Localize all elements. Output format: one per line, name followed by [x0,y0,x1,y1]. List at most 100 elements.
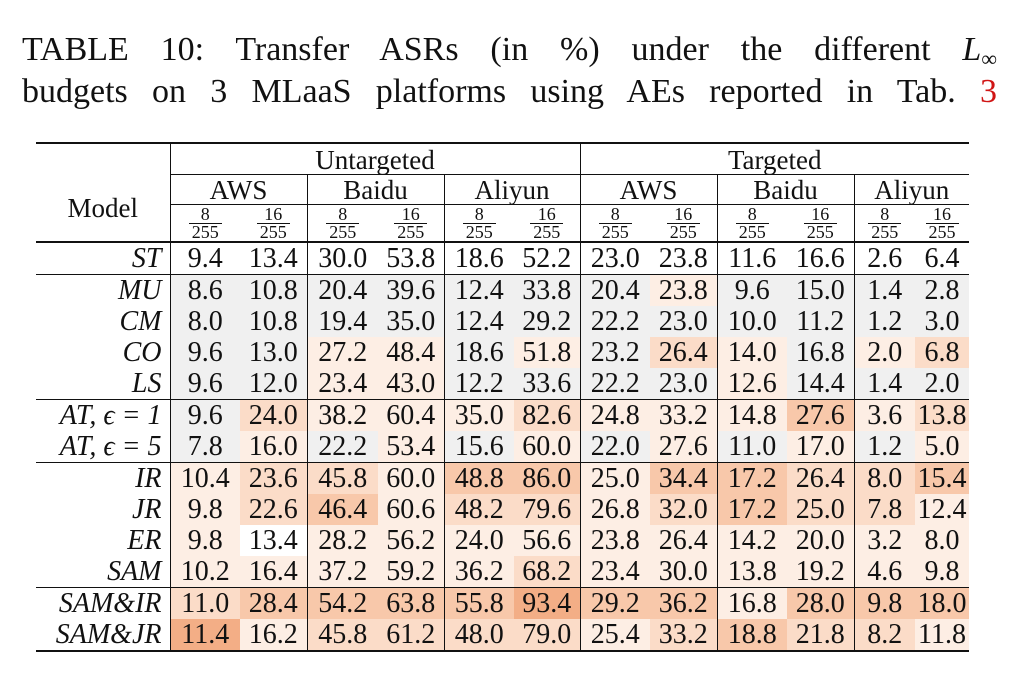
asr-cell: 6.4 [915,241,969,275]
budget-fraction: 16 255 [256,205,290,241]
table-row: AT, ϵ = 5 7.8 16.0 22.2 53.4 15.6 60.0 22.0 27.6… [36,431,969,463]
asr-cell: 16.4 [240,556,307,588]
budget-fraction: 8 255 [735,205,769,242]
asr-cell: 13.8 [915,399,969,431]
budget-numerator: 8 [868,205,902,224]
model-name: LS [131,367,162,399]
asr-cell: 22.2 [306,431,378,463]
asr-cell: 22.2 [579,306,650,337]
model-name: CM [119,305,162,337]
asr-cell: 11.4 [169,619,240,652]
table-row: ST 9.4 13.4 30.0 53.8 18.6 52.2 23.0 23.8 11.6 16.… [36,241,969,275]
asr-cell: 29.2 [579,587,650,619]
asr-cell: 60.0 [514,431,580,463]
asr-cell: 33.2 [650,619,717,652]
budget-16-255: 16 255 [650,205,717,243]
table-reference-link[interactable]: 3 [980,73,997,110]
asr-cell: 23.0 [650,368,717,400]
asr-cell: 11.0 [169,587,240,619]
budget-denominator: 255 [533,221,561,242]
budget-fraction: 8 255 [462,205,496,242]
budget-denominator: 255 [397,221,425,242]
asr-cell: 7.8 [853,494,915,525]
asr-cell: 9.6 [169,368,240,400]
asr-cell: 10.4 [169,462,240,494]
asr-cell: 68.2 [514,556,580,588]
asr-cell: 18.6 [443,337,514,368]
asr-cell: 11.6 [716,241,787,275]
budget-fraction: 16 255 [925,205,959,242]
asr-cell: 79.6 [514,494,580,525]
asr-cell: 15.6 [443,431,514,463]
budget-denominator: 255 [738,221,766,242]
asr-cell: 53.4 [378,431,444,463]
asr-cell: 12.6 [716,368,787,400]
asr-cell: 18.6 [443,241,514,275]
budget-numerator: 8 [598,205,632,224]
asr-cell: 9.8 [169,525,240,556]
model-name: IR [36,462,170,494]
budget-denominator: 255 [191,221,219,242]
asr-cell: 10.8 [240,274,307,306]
asr-cell: 61.2 [378,619,444,652]
table-row: IR 10.4 23.6 45.8 60.0 48.8 86.0 25.0 34.4 17.2 26… [36,462,969,494]
asr-cell: 18.8 [716,619,787,652]
budget-fraction: 8 255 [868,205,902,241]
asr-cell: 48.4 [378,337,444,368]
asr-cell: 45.8 [306,462,378,494]
asr-cell: 24.0 [240,399,307,431]
budget-denominator: 255 [928,221,956,242]
asr-cell: 28.4 [240,587,307,619]
budget-8-255: 8 255 [169,204,240,242]
asr-cell: 12.2 [443,368,514,400]
asr-cell: 28.0 [787,587,854,619]
budget-numerator: 8 [188,205,222,224]
budget-denominator: 255 [329,221,357,242]
asr-cell: 3.6 [853,399,915,431]
asr-cell: 39.6 [378,274,444,306]
asr-cell: 17.2 [716,462,787,494]
budget-8-255: 8 255 [579,204,650,242]
asr-cell: 48.8 [443,462,514,494]
asr-cell: 3.2 [853,525,915,556]
asr-cell: 9.4 [169,241,240,275]
asr-cell: 23.8 [650,274,717,306]
asr-cell: 1.2 [853,431,915,463]
budget-numerator: 8 [735,205,769,224]
header-model: Model [67,192,139,223]
asr-cell: 2.8 [915,274,969,306]
asr-cell: 36.2 [650,587,717,619]
asr-cell: 23.8 [579,525,650,556]
budget-numerator: 16 [256,205,290,224]
asr-cell: 1.2 [853,306,915,337]
budget-fraction: 16 255 [530,205,564,242]
header-platform: Baidu [306,174,444,205]
asr-cell: 93.4 [514,587,580,619]
caption-infinity-subscript: ∞ [981,46,997,71]
asr-cell: 53.8 [378,241,444,275]
asr-cell: 63.8 [378,587,444,619]
asr-cell: 34.4 [650,462,717,494]
asr-cell: 8.0 [169,306,240,337]
asr-cell: 16.2 [240,619,307,652]
budget-16-255: 16 255 [915,205,969,243]
asr-cell: 7.8 [169,431,240,463]
asr-cell: 32.0 [650,494,717,525]
asr-cell: 15.0 [787,274,854,306]
asr-cell: 48.0 [443,619,514,652]
asr-cell: 12.0 [240,368,307,400]
budget-8-255: 8 255 [853,204,915,242]
asr-cell: 8.2 [853,619,915,652]
asr-cell: 8.6 [169,274,240,306]
model-name: AT, ϵ = 1 [36,399,170,431]
asr-cell: 60.4 [378,399,444,431]
asr-cell: 8.0 [853,462,915,494]
budget-8-255: 8 255 [443,204,514,242]
asr-cell: 60.0 [378,462,444,494]
asr-cell: 17.2 [716,494,787,525]
asr-cell: 3.0 [915,306,969,337]
budget-8-255: 8 255 [306,204,378,242]
budget-denominator: 255 [465,221,493,242]
header-platform: Aliyun [853,174,969,205]
asr-cell: 26.4 [650,337,717,368]
